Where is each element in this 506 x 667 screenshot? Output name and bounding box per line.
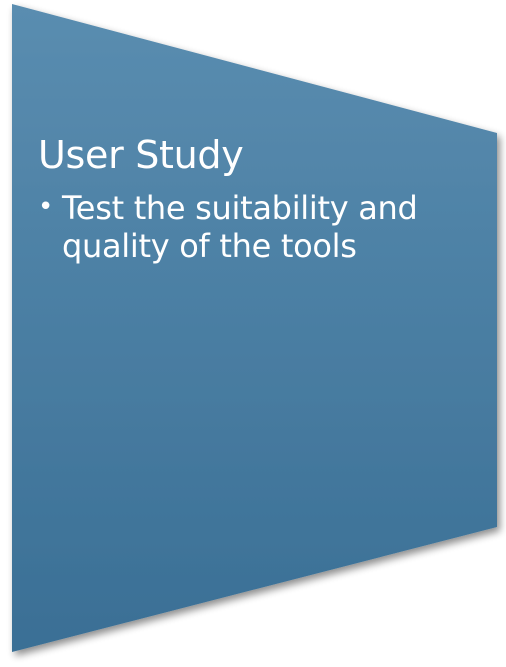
panel-title: User Study [38, 133, 244, 177]
bullet-text: Test the suitability and quality of the … [62, 188, 418, 265]
bullet-list: • Test the suitability and quality of th… [38, 189, 478, 266]
trapezoid-panel [12, 4, 497, 652]
bullet-dot-icon: • [38, 191, 54, 222]
bullet-item: • Test the suitability and quality of th… [38, 189, 478, 266]
panel-content: User Study • Test the suitability and qu… [38, 133, 478, 265]
